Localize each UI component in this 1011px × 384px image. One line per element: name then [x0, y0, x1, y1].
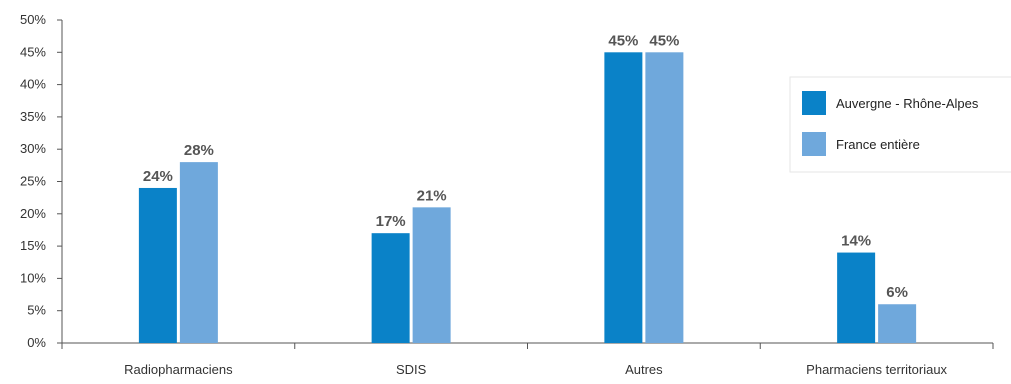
bar: [412, 207, 451, 343]
bar: [878, 304, 917, 343]
x-category-label: Pharmaciens territoriaux: [806, 362, 947, 377]
data-label: 21%: [417, 187, 447, 204]
y-tick-label: 20%: [20, 206, 46, 221]
data-labels: 24% 28% 17% 21% 45% 45% 14% 6%: [143, 32, 908, 301]
y-tick-label: 35%: [20, 109, 46, 124]
bar: [179, 162, 218, 343]
legend: Auvergne - Rhône-Alpes France entière: [789, 76, 1011, 173]
y-tick-label: 5%: [27, 303, 46, 318]
y-tick-label: 40%: [20, 77, 46, 92]
x-category-label: Autres: [625, 362, 663, 377]
axes: 0% 5% 10% 15% 20% 25% 30% 35% 40% 45% 50% Radiophar…: [20, 12, 994, 377]
y-tick-label: 15%: [20, 238, 46, 253]
y-tick-label: 45%: [20, 44, 46, 59]
data-label: 6%: [886, 284, 908, 301]
legend-box: [789, 76, 1011, 173]
bars: [138, 52, 917, 344]
legend-label: Auvergne - Rhône-Alpes: [836, 96, 979, 111]
y-tick-label: 0%: [27, 335, 46, 350]
bar: [604, 52, 643, 344]
bar: [837, 252, 876, 343]
bar: [371, 233, 410, 343]
legend-swatch: [802, 132, 826, 156]
legend-label: France entière: [836, 137, 920, 152]
y-tick-label: 10%: [20, 270, 46, 285]
data-label: 45%: [608, 32, 638, 49]
data-label: 45%: [649, 32, 679, 49]
bar: [138, 187, 177, 343]
data-label: 17%: [376, 213, 406, 230]
y-tick-label: 30%: [20, 141, 46, 156]
bar: [645, 52, 684, 344]
data-label: 14%: [841, 233, 871, 250]
x-category-label: SDIS: [396, 362, 427, 377]
data-label: 28%: [184, 142, 214, 159]
data-label: 24%: [143, 168, 173, 185]
y-tick-label: 50%: [20, 12, 46, 27]
y-tick-label: 25%: [20, 174, 46, 189]
legend-swatch: [802, 91, 826, 115]
x-category-label: Radiopharmaciens: [124, 362, 233, 377]
